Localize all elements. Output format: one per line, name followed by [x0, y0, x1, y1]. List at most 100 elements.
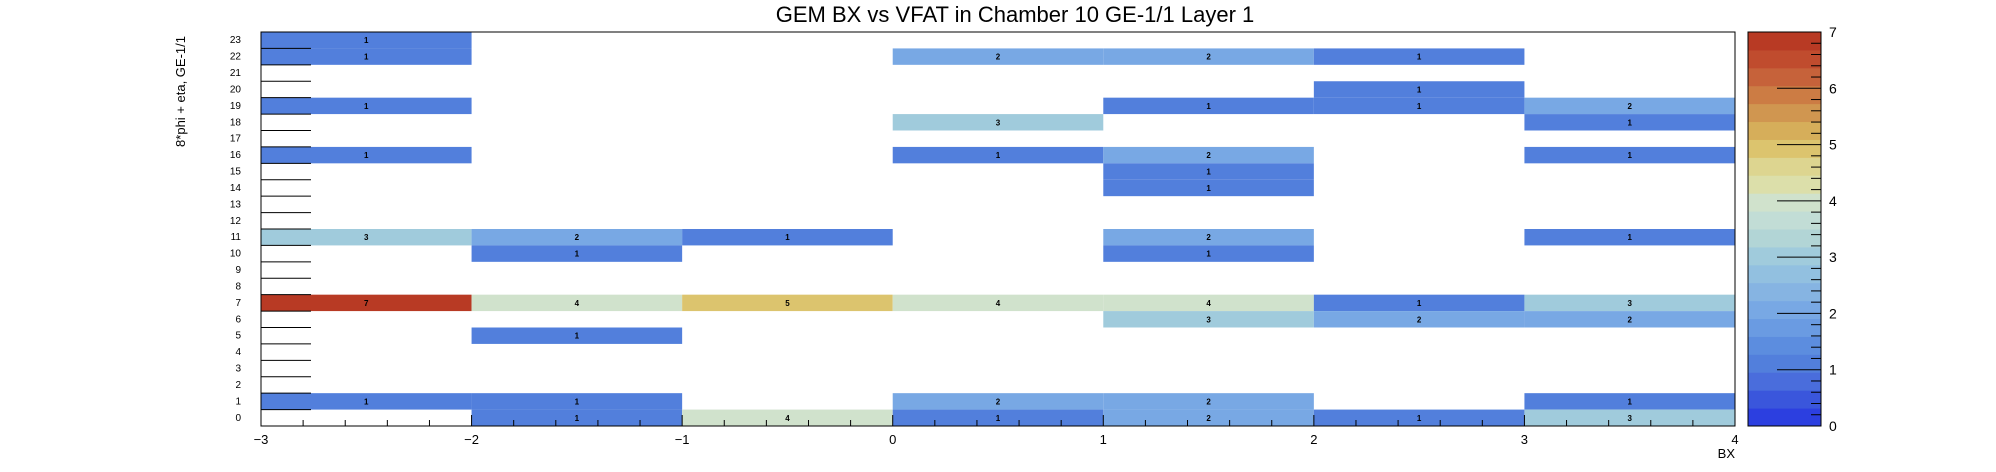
- heatmap-cell: [892, 393, 1104, 410]
- y-tick-label: 14: [230, 183, 242, 194]
- colorbar-tick-label: 0: [1829, 418, 1837, 434]
- colorbar-tick-label: 4: [1829, 193, 1837, 209]
- heatmap-cell: [1313, 48, 1525, 65]
- y-tick-label: 22: [230, 52, 242, 63]
- cell-value-label: 1: [1627, 151, 1632, 160]
- heatmap-cell: [471, 229, 683, 246]
- y-axis-title: 8*phi + eta, GE-1/1: [173, 36, 188, 147]
- x-tick-label: −1: [675, 432, 690, 447]
- heatmap-cell: [471, 327, 683, 344]
- cell-value-label: 1: [364, 151, 369, 160]
- cell-value-label: 5: [785, 299, 790, 308]
- heatmap-cell: [892, 48, 1104, 65]
- colorbar-segment: [1748, 85, 1821, 105]
- colorbar-segment: [1748, 49, 1821, 69]
- colorbar-tick-label: 1: [1829, 362, 1837, 378]
- heatmap-cell: [1103, 146, 1314, 164]
- y-tick-label: 18: [230, 117, 242, 128]
- cell-value-label: 1: [996, 414, 1001, 423]
- colorbar-segment: [1748, 318, 1821, 337]
- heatmap-cell: [892, 409, 1104, 426]
- colorbar-segment: [1748, 282, 1821, 302]
- colorbar-segment: [1748, 229, 1821, 248]
- cell-value-label: 2: [996, 397, 1001, 406]
- colorbar-segment: [1748, 336, 1821, 355]
- colorbar-segment: [1748, 372, 1821, 391]
- heatmap-cell: [1103, 311, 1314, 328]
- heatmap-cell: [1524, 393, 1735, 410]
- y-tick-label: 8: [235, 281, 241, 292]
- cell-value-label: 2: [1206, 397, 1211, 406]
- heatmap-cell: [1313, 409, 1525, 426]
- colorbar-segment: [1748, 211, 1821, 230]
- cell-value-label: 2: [1627, 315, 1632, 324]
- heatmap-cell: [1103, 393, 1314, 410]
- cell-value-label: 2: [575, 233, 580, 242]
- x-axis-title: BX: [1718, 446, 1736, 461]
- cell-value-label: 1: [364, 53, 369, 62]
- colorbar-tick-label: 6: [1829, 80, 1837, 96]
- x-tick-label: −3: [254, 432, 269, 447]
- cell-value-label: 1: [364, 102, 369, 111]
- cell-value-label: 1: [1627, 397, 1632, 406]
- cell-value-label: 1: [785, 233, 790, 242]
- heatmap-cell: [471, 245, 683, 262]
- heatmap-cell: [892, 146, 1104, 164]
- cell-value-label: 1: [575, 250, 580, 259]
- colorbar-segment: [1748, 175, 1821, 194]
- heatmap-cell: [261, 294, 472, 312]
- heatmap-cell: [1524, 294, 1735, 312]
- x-tick-label: −2: [464, 432, 479, 447]
- colorbar-segment: [1748, 390, 1821, 409]
- colorbar-segment: [1748, 139, 1821, 158]
- heatmap-cell: [1103, 48, 1314, 65]
- colorbar-segment: [1748, 264, 1821, 284]
- cell-value-label: 1: [1417, 102, 1422, 111]
- cell-value-label: 1: [364, 397, 369, 406]
- heatmap-cell: [1524, 311, 1735, 328]
- cell-value-label: 1: [575, 414, 580, 423]
- cell-value-label: 1: [1206, 184, 1211, 193]
- y-tick-label: 11: [231, 232, 242, 243]
- cell-value-label: 3: [1206, 315, 1211, 324]
- cell-value-label: 2: [1417, 315, 1422, 324]
- cell-value-label: 1: [1417, 85, 1422, 94]
- cell-value-label: 2: [1206, 414, 1211, 423]
- colorbar-segment: [1748, 121, 1821, 140]
- heatmap-cell: [1524, 146, 1735, 164]
- cell-value-label: 1: [575, 332, 580, 341]
- colorbar-segment: [1748, 300, 1821, 320]
- y-tick-label: 4: [235, 347, 241, 358]
- y-tick-label: 20: [230, 84, 242, 95]
- cell-value-label: 1: [996, 151, 1001, 160]
- cell-value-label: 3: [1627, 414, 1632, 423]
- heatmap-cell: [682, 409, 893, 426]
- heatmap-cell: [261, 393, 472, 410]
- cell-value-label: 4: [996, 299, 1001, 308]
- cell-value-label: 1: [1206, 168, 1211, 177]
- cell-value-label: 1: [1206, 102, 1211, 111]
- chart-title: GEM BX vs VFAT in Chamber 10 GE-1/1 Laye…: [776, 2, 1255, 27]
- heatmap-cell: [261, 146, 472, 164]
- cell-value-label: 2: [1206, 53, 1211, 62]
- cell-value-label: 7: [364, 299, 369, 308]
- cell-value-label: 3: [996, 118, 1001, 127]
- cell-value-label: 1: [1417, 53, 1422, 62]
- heatmap-cell: [1103, 179, 1314, 197]
- x-tick-label: 2: [1310, 432, 1317, 447]
- heatmap-cell: [261, 97, 472, 115]
- colorbar-segment: [1748, 103, 1821, 123]
- cell-value-label: 1: [1417, 299, 1422, 308]
- heatmap-cell: [261, 32, 472, 49]
- colorbar-segment: [1748, 354, 1821, 373]
- heatmap-cell: [471, 294, 683, 312]
- cell-value-label: 2: [1206, 233, 1211, 242]
- x-tick-label: 0: [889, 432, 896, 447]
- heatmap-cell: [261, 48, 472, 65]
- y-tick-label: 21: [230, 68, 242, 79]
- colorbar-segment: [1748, 67, 1821, 87]
- heatmap-cell: [1313, 294, 1525, 312]
- y-tick-label: 16: [230, 150, 242, 161]
- colorbar-tick-label: 5: [1829, 137, 1837, 153]
